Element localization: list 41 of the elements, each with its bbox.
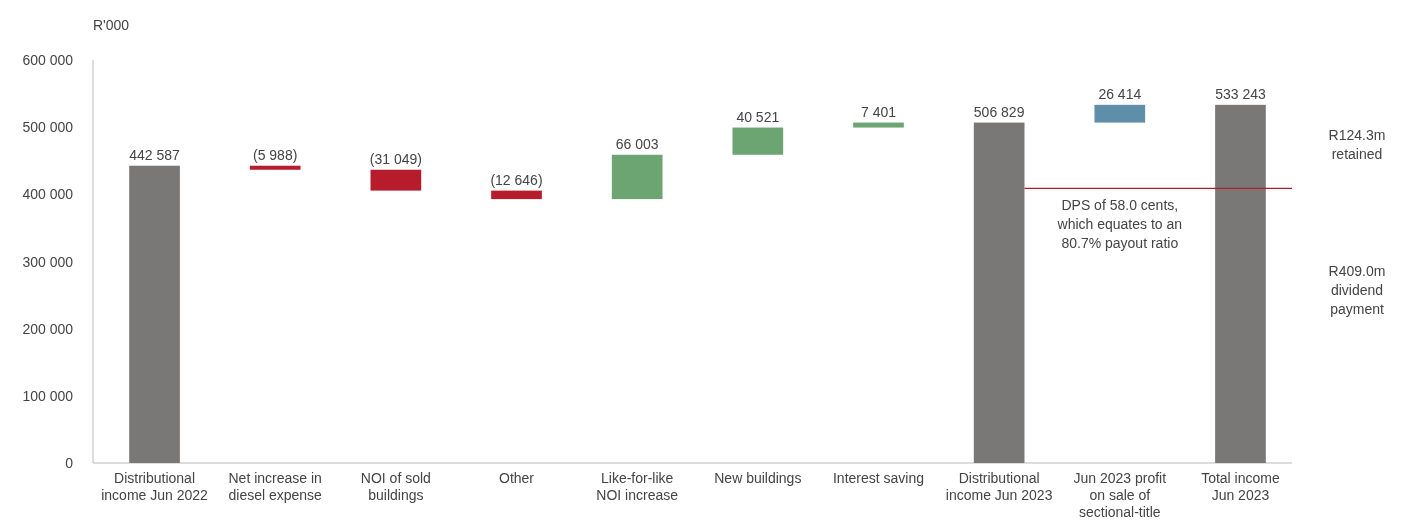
x-tick-label: Distributional income Jun 2022 xyxy=(101,470,209,503)
x-tick-label: Jun 2023 profit on sale of sectional-title xyxy=(1073,470,1167,520)
x-tick-label: Like-for-like NOI increase xyxy=(596,470,679,503)
data-label: (5 988) xyxy=(253,146,298,163)
data-label: 506 829 xyxy=(973,103,1025,120)
data-label: 442 587 xyxy=(129,146,181,163)
bar xyxy=(370,169,422,191)
x-tick-label: Total income Jun 2023 xyxy=(1201,470,1280,503)
data-label: 26 414 xyxy=(1098,85,1142,102)
y-tick-label: 300 000 xyxy=(22,253,74,270)
y-tick-label: 500 000 xyxy=(22,119,74,136)
bar xyxy=(732,127,784,155)
data-label: 533 243 xyxy=(1215,85,1266,102)
data-label: (31 049) xyxy=(369,150,422,167)
bar xyxy=(1094,104,1146,123)
y-tick-label: 600 000 xyxy=(22,52,74,68)
y-axis-title: R'000 xyxy=(93,17,130,33)
bar xyxy=(853,122,904,128)
bar xyxy=(973,122,1025,463)
text: R409.0m dividend payment xyxy=(1328,263,1386,318)
x-tick-label: Distributional income Jun 2023 xyxy=(945,470,1053,503)
y-tick-label: 400 000 xyxy=(22,186,74,203)
bar xyxy=(129,165,180,463)
x-tick-label: Other xyxy=(499,470,535,486)
annotation: DPS of 58.0 cents, which equates to an 80.7% payout ratio xyxy=(1056,197,1183,252)
data-label: (12 646) xyxy=(490,171,543,188)
y-tick-label: 100 000 xyxy=(22,387,74,404)
x-tick-label: NOI of sold buildings xyxy=(360,470,431,503)
y-tick-label: 0 xyxy=(65,455,74,471)
x-tick-label: New buildings xyxy=(714,470,802,486)
data-label: 66 003 xyxy=(615,135,659,152)
bar xyxy=(491,190,542,200)
x-tick-label: Net increase in diesel expense xyxy=(228,470,323,503)
bar xyxy=(249,165,301,170)
data-label: 40 521 xyxy=(736,108,780,125)
bar xyxy=(1215,104,1266,463)
bar xyxy=(611,154,663,200)
y-tick-label: 200 000 xyxy=(22,320,74,337)
x-tick-label: Interest saving xyxy=(832,470,925,486)
text: R124.3m retained xyxy=(1328,127,1386,163)
data-label: 7 401 xyxy=(860,103,897,120)
